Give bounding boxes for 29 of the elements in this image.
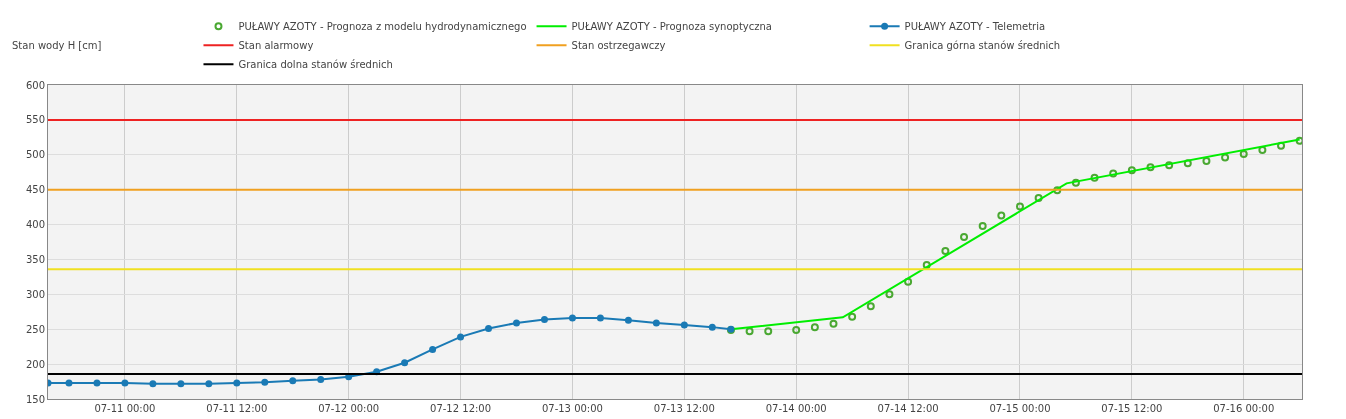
y-tick-label: 450 (25, 184, 45, 196)
x-tick-label: 07-16 00:00 (1213, 403, 1275, 414)
legend-label: Granica dolna stanów średnich (238, 59, 393, 71)
y-tick-label: 600 (25, 79, 45, 91)
y-tick-label: 250 (25, 323, 45, 335)
y-tick-label: 400 (25, 219, 45, 231)
x-tick-label: 07-14 12:00 (877, 403, 939, 414)
x-tick-label: 07-12 00:00 (318, 403, 380, 414)
x-tick-label: 07-12 12:00 (430, 403, 492, 414)
legend-label: PUŁAWY AZOTY - Telemetria (904, 21, 1046, 33)
x-tick-label: 07-15 00:00 (989, 403, 1051, 414)
x-tick-label: 07-14 00:00 (765, 403, 827, 414)
x-tick-label: 07-13 12:00 (653, 403, 715, 414)
x-tick-label: 07-11 00:00 (94, 403, 156, 414)
x-tick-label: 07-11 12:00 (206, 403, 268, 414)
x-tick-label: 07-15 12:00 (1101, 403, 1163, 414)
legend-label: Stan alarmowy (238, 40, 314, 52)
x-tick-label: 07-13 00:00 (541, 403, 603, 414)
y-tick-label: 350 (25, 253, 45, 265)
y-tick-label: 500 (25, 149, 45, 161)
legend-label: PUŁAWY AZOTY - Prognoza synoptyczna (571, 21, 772, 33)
legend-label: PUŁAWY AZOTY - Prognoza z modelu hydrodynamicznego (238, 21, 527, 33)
y-tick-label: 200 (25, 358, 45, 370)
y-axis-title: Stan wody H [cm] (12, 40, 102, 51)
legend-label: Stan ostrzegawczy (571, 40, 666, 52)
y-tick-label: 150 (25, 393, 45, 405)
y-tick-label: 550 (25, 114, 45, 126)
y-tick-label: 300 (25, 288, 45, 300)
legend-label: Granica górna stanów średnich (904, 40, 1061, 52)
